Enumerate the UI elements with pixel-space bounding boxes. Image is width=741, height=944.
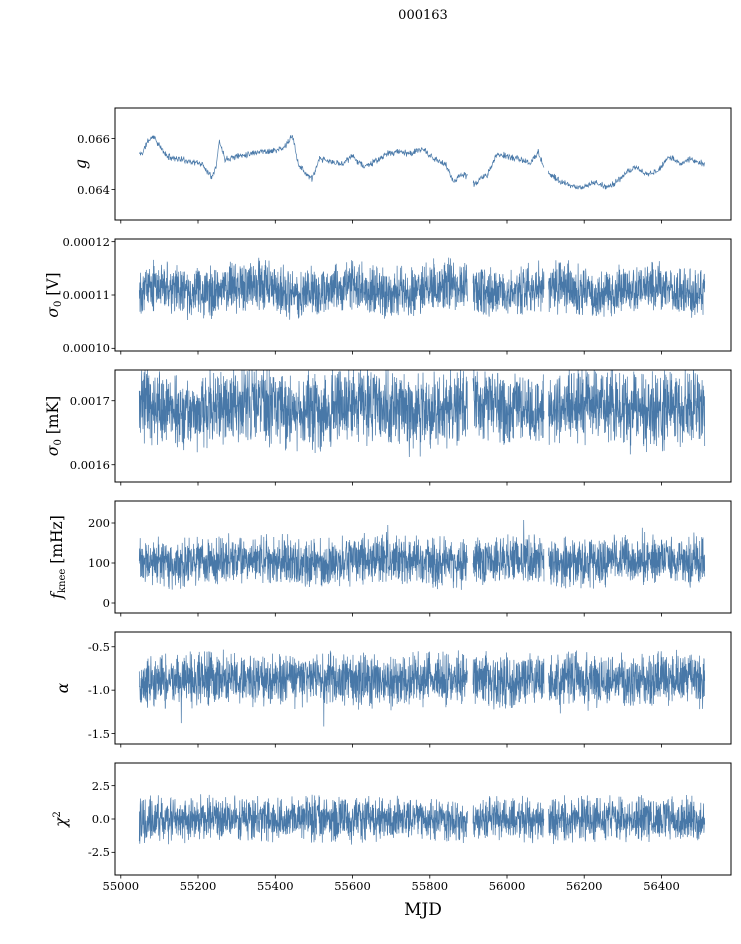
plot-frame (114, 238, 732, 352)
sigma0_V-data-line (138, 257, 706, 320)
chi2-plot-area (111, 762, 732, 879)
y-tick-label: -2.5 (87, 845, 110, 860)
y-tick-label: 0.064 (77, 182, 110, 197)
y-tick-label: -1.5 (87, 726, 110, 741)
y-tick-label: 0.00010 (62, 341, 110, 356)
y-tick-label: 0.00011 (62, 288, 110, 302)
y-tick-label: 0 (102, 596, 110, 610)
plot-frame (114, 500, 732, 614)
chi2-data-line (138, 794, 706, 845)
sigma0-v-plot-area (111, 238, 732, 355)
y-tick-label: -0.5 (87, 639, 110, 654)
y-tick-label: 0.0016 (69, 457, 110, 472)
x-tick-label: 55200 (179, 879, 217, 893)
y-tick-label: 0.00012 (62, 234, 110, 249)
sigma0_mK-data-line (138, 369, 706, 458)
subplot-sigma0-v: σ0 [V] 0.00010 0.00011 0.00012 (0, 235, 741, 356)
y-tick-labels: -2.5 0.0 2.5 (0, 763, 110, 875)
plot-frame (114, 107, 732, 221)
y-tick-labels: 0 100 200 (0, 501, 110, 613)
y-tick-label: 100 (88, 556, 110, 570)
subplot-chi2: χ2 -2.5 0.0 2.5 (0, 762, 741, 879)
x-axis-label: MJD (404, 900, 442, 920)
y-tick-label: 200 (88, 516, 110, 530)
sigma0-mk-plot-area (111, 369, 732, 486)
y-tick-labels: 0.00010 0.00011 0.00012 (0, 235, 110, 356)
g-data-line (139, 134, 706, 190)
x-tick-label: 55800 (411, 879, 449, 893)
x-tick-label: 56000 (488, 879, 526, 893)
x-tick-label: 55000 (102, 879, 140, 893)
plot-frame (114, 631, 732, 745)
y-tick-label: -1.0 (87, 683, 110, 698)
alpha-plot-area (111, 631, 732, 748)
x-tick-label: 55600 (334, 879, 371, 893)
chart-title: 000163 (398, 8, 448, 23)
x-tick-label: 55400 (257, 879, 294, 893)
subplot-g: g 0.064 0.066 (0, 107, 741, 224)
y-tick-labels: 0.064 0.066 (0, 108, 110, 220)
y-tick-label: 0.0017 (69, 393, 110, 408)
x-tick-label: 56400 (643, 879, 680, 893)
x-tick-label: 56200 (565, 879, 603, 893)
f_knee-data-line (138, 519, 706, 590)
subplot-alpha: α -0.5 -1.0 -1.5 (0, 631, 741, 748)
plot-frame (114, 762, 732, 876)
plot-frame (114, 369, 732, 483)
y-tick-label: 0.066 (77, 131, 110, 146)
subplot-fknee: fknee [mHz] 0 100 200 (0, 500, 741, 617)
y-tick-label: 2.5 (91, 778, 110, 793)
y-tick-label: 0.0 (91, 812, 110, 826)
y-tick-labels: -0.5 -1.0 -1.5 (0, 632, 110, 744)
y-tick-labels: 0.0016 0.0017 (0, 370, 110, 482)
g-plot-area (111, 107, 732, 224)
x-tick-labels: 55000 55200 55400 55600 55800 56000 56200 56400 (0, 879, 741, 895)
alpha-data-line (138, 649, 706, 727)
subplot-sigma0-mk: σ0 [mK] 0.0016 0.0017 (0, 369, 741, 486)
fknee-plot-area (111, 500, 732, 617)
